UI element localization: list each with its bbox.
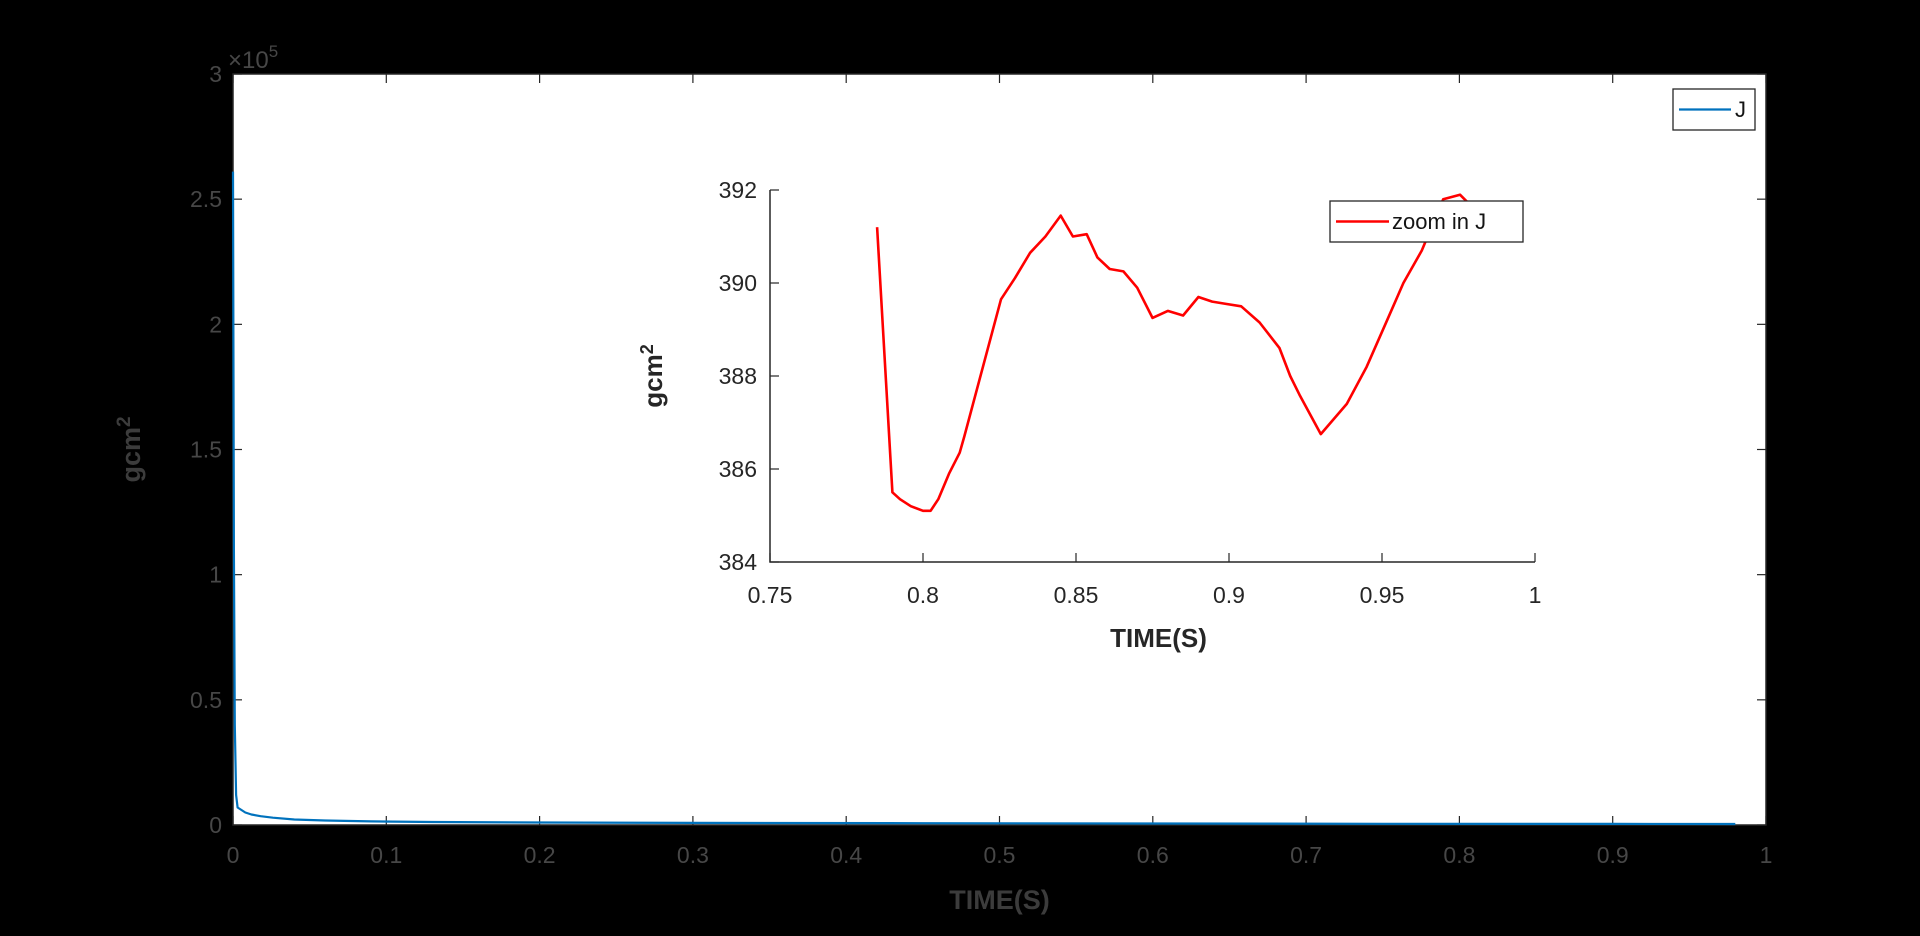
main-series-line-J bbox=[231, 171, 1736, 826]
main-x-tick-label: 0.9 bbox=[1597, 842, 1629, 868]
inset-y-tick-label: 392 bbox=[719, 177, 757, 203]
inset-x-axis-label: TIME(S) bbox=[1110, 623, 1207, 653]
main-y-tick-label: 0.5 bbox=[190, 687, 222, 713]
inset-x-tick-label: 0.9 bbox=[1213, 582, 1245, 608]
main-x-tick-label: 0.5 bbox=[984, 842, 1016, 868]
inset-y-tick-label: 386 bbox=[719, 456, 757, 482]
main-legend-label: J bbox=[1735, 97, 1746, 122]
main-y-tick-label: 0 bbox=[209, 812, 222, 838]
main-x-axis-label: TIME(S) bbox=[949, 885, 1050, 915]
main-plot-area bbox=[233, 74, 1766, 825]
main-x-tick-label: 0.6 bbox=[1137, 842, 1169, 868]
main-axes: 0 0.1 0.2 0.3 0.4 0.5 0.6 0.7 0.8 0.9 1 0 0.5 1 1.5 2 2.… bbox=[114, 42, 1772, 915]
main-x-tick-label: 0.7 bbox=[1290, 842, 1322, 868]
main-y-tick-label: 2 bbox=[209, 311, 222, 337]
inset-y-tick-label: 384 bbox=[719, 549, 758, 575]
main-y-tick-label: 2.5 bbox=[190, 186, 222, 212]
main-x-tick-label: 0.1 bbox=[370, 842, 402, 868]
main-x-tick-label: 0.8 bbox=[1443, 842, 1475, 868]
main-legend[interactable]: J bbox=[1672, 88, 1756, 131]
main-x-tick-label: 0.4 bbox=[830, 842, 862, 868]
inset-legend-label: zoom in J bbox=[1392, 209, 1486, 234]
inset-x-tick-label: 0.8 bbox=[907, 582, 939, 608]
main-y-tick-label: 1.5 bbox=[190, 437, 222, 463]
inset-series-line-zoom-in-J bbox=[875, 193, 1475, 513]
inset-y-tick-label: 388 bbox=[719, 363, 757, 389]
inset-x-tick-label: 0.95 bbox=[1360, 582, 1405, 608]
main-x-tick-label: 0.3 bbox=[677, 842, 709, 868]
inset-legend[interactable]: zoom in J bbox=[1329, 200, 1524, 243]
inset-y-tick-label: 390 bbox=[719, 270, 757, 296]
inset-x-tick-label: 0.75 bbox=[748, 582, 793, 608]
main-y-tick-label: 3 bbox=[209, 61, 222, 87]
main-x-tick-label: 1 bbox=[1760, 842, 1773, 868]
main-y-axis-label: gcm2 bbox=[114, 416, 146, 482]
inset-x-tick-label: 1 bbox=[1529, 582, 1542, 608]
main-x-tick-label: 0 bbox=[227, 842, 240, 868]
inset-x-tick-label: 0.85 bbox=[1054, 582, 1099, 608]
inset-axes: 0.75 0.8 0.85 0.9 0.95 1 384 386 388 390 392 TIME(S… bbox=[637, 177, 1541, 653]
main-y-tick-label: 1 bbox=[209, 562, 222, 588]
main-x-tick-label: 0.2 bbox=[524, 842, 556, 868]
inset-y-axis-label: gcm2 bbox=[637, 344, 668, 407]
main-y-axis-multiplier: ×105 bbox=[228, 42, 278, 74]
